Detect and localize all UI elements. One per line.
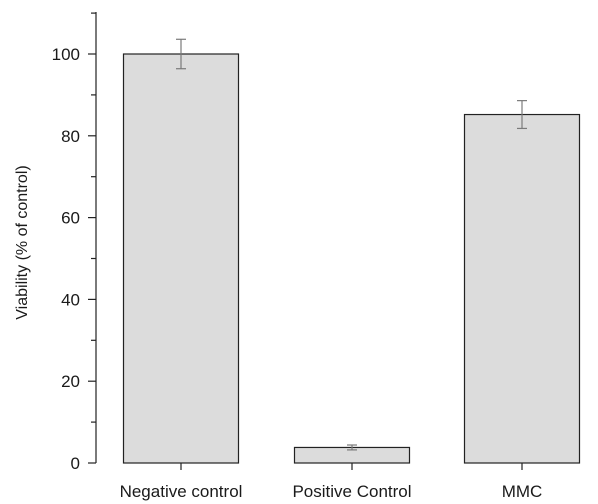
x-category-label: Negative control xyxy=(120,482,243,501)
bars-group xyxy=(122,53,581,464)
x-category-label: Positive Control xyxy=(292,482,411,501)
y-tick-label: 60 xyxy=(61,209,80,228)
error-bars-group xyxy=(176,38,527,451)
y-axis-title: Viability (% of control) xyxy=(14,165,31,319)
bar-3 xyxy=(463,113,581,464)
y-tick-label: 0 xyxy=(71,454,80,473)
y-tick-label: 20 xyxy=(61,372,80,391)
x-ticks-group: Negative control Positive Control MMC xyxy=(120,463,543,501)
y-tick-label: 80 xyxy=(61,127,80,146)
x-category-label: MMC xyxy=(502,482,543,501)
y-tick-label: 100 xyxy=(52,45,80,64)
bar-1 xyxy=(122,53,240,464)
y-tick-label: 40 xyxy=(61,290,80,309)
y-ticks-group: 0 20 40 60 80 100 xyxy=(52,12,96,473)
